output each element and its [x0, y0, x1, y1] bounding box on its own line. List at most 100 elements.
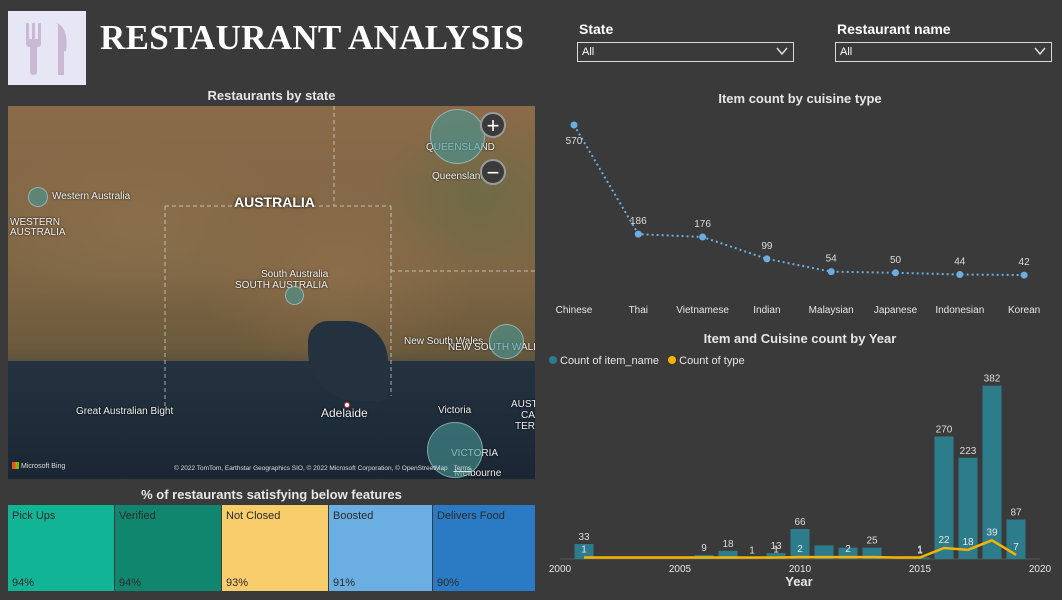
cuisine-data-label: 186	[630, 216, 647, 227]
state-dropdown-value: All	[582, 46, 595, 58]
item-count-bar	[718, 550, 738, 559]
microsoft-logo-icon	[12, 462, 19, 469]
item-count-bar	[1006, 519, 1026, 559]
map-label-south-australia-caps: SOUTH AUSTRALIA	[235, 280, 328, 291]
map-label-melbourne-fragment: Melbourne	[454, 468, 502, 479]
tile-label: Delivers Food	[437, 510, 505, 522]
bubble-queensland[interactable]	[430, 109, 485, 164]
map-visual[interactable]: AUSTRALIA Western Australia WESTERN AUST…	[8, 106, 535, 479]
map-label-south-australia: South Australia	[261, 269, 329, 280]
year-tick-label: 2020	[1029, 564, 1052, 575]
cuisine-data-label: 44	[954, 256, 966, 267]
map-label-adelaide: Adelaide	[321, 406, 368, 420]
type-count-label: 2	[845, 544, 851, 555]
cuisine-series-line	[573, 124, 1025, 277]
adelaide-marker	[344, 402, 350, 408]
cuisine-point	[827, 268, 835, 276]
item-count-label: 382	[984, 374, 1001, 385]
item-count-bar	[838, 547, 858, 559]
map-label-australia: AUSTRALIA	[234, 194, 315, 210]
legend-marker-items	[549, 356, 557, 364]
item-count-label: 66	[794, 517, 806, 528]
restaurant-filter-label: Restaurant name	[837, 21, 951, 37]
tile-value: 94%	[12, 577, 35, 589]
tile-label: Pick Ups	[12, 510, 56, 522]
item-count-bar	[790, 529, 810, 559]
year-tick-label: 2015	[909, 564, 932, 575]
type-count-label: 1	[581, 545, 587, 556]
restaurant-dropdown[interactable]: All	[835, 42, 1052, 62]
item-count-label: 9	[701, 543, 707, 554]
cuisine-tick-label: Malaysian	[809, 305, 854, 316]
bubble-western-australia[interactable]	[28, 187, 48, 207]
cuisine-tick-label: Vietnamese	[676, 305, 729, 316]
tile-value: 90%	[437, 577, 460, 589]
year-tick-label: 2005	[669, 564, 692, 575]
map-title: Restaurants by state	[207, 88, 336, 103]
cuisine-tick-label: Chinese	[556, 305, 593, 316]
cuisine-line-chart[interactable]: 570 Chinese 186 Thai 176 Vietnamese 99 Indian 54…	[545, 110, 1055, 320]
bubble-nsw[interactable]	[489, 324, 524, 359]
type-count-label: 7	[1013, 542, 1019, 553]
cuisine-data-label: 570	[566, 136, 583, 147]
state-filter-label: State	[579, 21, 614, 37]
tile-value: 94%	[119, 577, 142, 589]
tile-boosted[interactable]: Boosted 91%	[329, 505, 432, 591]
type-count-line	[584, 538, 1017, 559]
item-count-label: 33	[578, 532, 590, 543]
map-label-aust-fragment: AUST	[511, 399, 535, 410]
year-chart-legend: Count of item_name Count of type	[549, 355, 745, 367]
tile-verified[interactable]: Verified 94%	[115, 505, 221, 591]
map-label-ter-fragment: TERI	[515, 421, 535, 432]
legend-type-name: Count of type	[679, 355, 745, 367]
type-count-label: 1	[773, 545, 779, 556]
cuisine-point	[634, 230, 642, 238]
cuisine-tick-label: Japanese	[874, 305, 918, 316]
type-count-label: 1	[917, 545, 923, 556]
cuisine-data-label: 54	[826, 254, 838, 265]
cuisine-point	[570, 121, 578, 129]
chevron-down-icon	[1034, 47, 1046, 56]
page-title: RESTAURANT ANALYSIS	[100, 18, 525, 57]
item-count-bar	[574, 544, 594, 559]
cuisine-tick-label: Indonesian	[935, 305, 984, 316]
logo	[8, 11, 86, 85]
map-attribution-text: © 2022 TomTom, Earthstar Geographics SIO…	[174, 465, 448, 472]
item-count-bar	[814, 545, 834, 559]
bubble-victoria[interactable]	[427, 422, 483, 478]
legend-marker-type	[668, 356, 677, 364]
map-label-bight: Great Australian Bight	[76, 406, 174, 417]
zoom-out-button[interactable]: −	[480, 159, 506, 185]
year-tick-label: 2010	[789, 564, 812, 575]
state-dropdown[interactable]: All	[577, 42, 794, 62]
tile-label: Not Closed	[226, 510, 281, 522]
bing-label: Microsoft Bing	[20, 463, 66, 470]
item-count-label: 223	[960, 446, 977, 457]
zoom-in-button[interactable]: +	[480, 112, 506, 138]
map-label-nsw: New South Wales	[404, 336, 484, 347]
restaurant-dropdown-value: All	[840, 46, 853, 58]
map-label-western-australia-caps: WESTERN AUSTRALIA	[10, 217, 66, 238]
item-count-bar	[958, 457, 978, 559]
type-count-label: 39	[986, 527, 998, 538]
item-count-label: 270	[936, 424, 953, 435]
tile-label: Boosted	[333, 510, 374, 522]
year-tick-label: 2000	[549, 564, 572, 575]
tile-not-closed[interactable]: Not Closed 93%	[222, 505, 328, 591]
map-label-victoria: Victoria	[438, 405, 472, 416]
tile-pick-ups[interactable]: Pick Ups 94%	[8, 505, 114, 591]
fork-knife-icon	[26, 23, 67, 75]
tile-delivers-food[interactable]: Delivers Food 90%	[433, 505, 535, 591]
cuisine-data-label: 176	[694, 219, 711, 230]
map-label-queensland: Queensland	[432, 171, 486, 182]
type-count-label: 18	[962, 537, 974, 548]
item-count-label: 18	[722, 539, 734, 550]
cuisine-point	[699, 233, 707, 241]
item-count-label: 25	[866, 536, 878, 547]
map-borders	[164, 106, 535, 406]
map-terms-link[interactable]: Terms	[453, 465, 472, 472]
type-count-label: 22	[938, 535, 950, 546]
type-count-label: 2	[797, 544, 803, 555]
bubble-south-australia[interactable]	[285, 286, 304, 305]
